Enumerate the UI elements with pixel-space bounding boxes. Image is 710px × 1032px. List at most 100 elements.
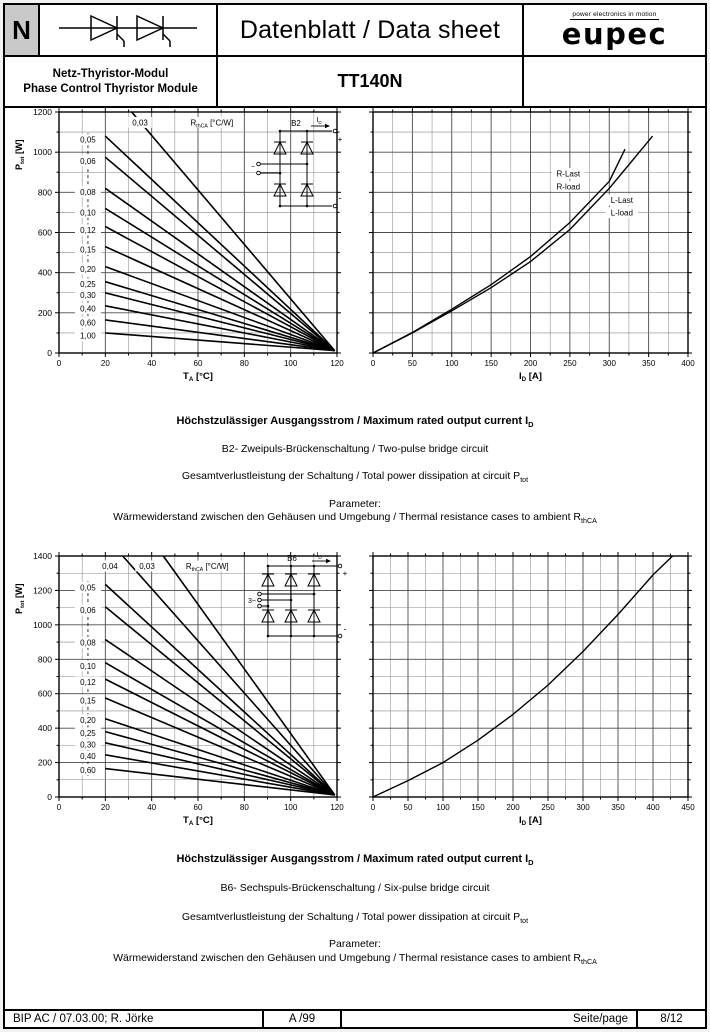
svg-text:L-load: L-load xyxy=(611,209,633,218)
product-type-de: Netz-Thyristor-Modul xyxy=(52,67,169,80)
svg-text:60: 60 xyxy=(194,359,203,368)
svg-text:ID [A]: ID [A] xyxy=(519,815,542,827)
svg-text:300: 300 xyxy=(576,803,590,812)
svg-text:300: 300 xyxy=(603,359,617,368)
svg-text:20: 20 xyxy=(101,359,110,368)
svg-text:-: - xyxy=(339,193,342,203)
section-b6-circuit: B6- Sechspuls-Brückenschaltung / Six-pul… xyxy=(220,882,490,894)
svg-text:RthCA [°C/W]: RthCA [°C/W] xyxy=(191,118,234,129)
svg-text:600: 600 xyxy=(38,228,52,238)
svg-text:0: 0 xyxy=(371,359,376,368)
svg-text:TA [°C]: TA [°C] xyxy=(183,371,213,383)
svg-text:3~: 3~ xyxy=(248,598,256,605)
section-b6-parameter: Parameter: xyxy=(329,938,381,950)
svg-text:Ptot [W]: Ptot [W] xyxy=(14,140,26,170)
svg-text:B2: B2 xyxy=(291,119,301,128)
chart-canvas: 0 50 100 150 200 250 300 350 400 ID [A] R-Last R-lo… xyxy=(369,108,695,383)
svg-text:100: 100 xyxy=(436,803,450,812)
svg-text:0,30: 0,30 xyxy=(80,740,96,749)
svg-text:~: ~ xyxy=(251,164,255,171)
brand-tagline: power electronics in motion xyxy=(570,11,659,21)
svg-text:0,20: 0,20 xyxy=(80,265,96,274)
svg-text:600: 600 xyxy=(38,689,52,699)
svg-text:0,05: 0,05 xyxy=(80,583,96,592)
svg-text:150: 150 xyxy=(484,359,498,368)
svg-text:400: 400 xyxy=(38,268,52,278)
svg-text:0,08: 0,08 xyxy=(80,188,96,197)
svg-text:0,06: 0,06 xyxy=(80,606,96,615)
svg-text:50: 50 xyxy=(404,803,413,812)
svg-text:40: 40 xyxy=(147,803,156,812)
svg-text:-: - xyxy=(344,624,347,634)
svg-text:0,10: 0,10 xyxy=(80,662,96,671)
datasheet-page: N Datenblatt / Data sheet power electron… xyxy=(3,3,707,1029)
brand-logo: power electronics in motion eupec xyxy=(524,5,705,55)
svg-text:100: 100 xyxy=(445,359,459,368)
header-row-2: Netz-Thyristor-Modul Phase Control Thyri… xyxy=(5,57,705,108)
svg-text:100: 100 xyxy=(284,803,298,812)
footer-page-label: Seite/page xyxy=(342,1011,638,1027)
svg-text:200: 200 xyxy=(524,359,538,368)
svg-text:ID [A]: ID [A] xyxy=(519,371,542,383)
svg-text:800: 800 xyxy=(38,654,52,664)
svg-text:200: 200 xyxy=(38,308,52,318)
section-b2-parameter: Parameter: xyxy=(329,498,381,510)
chart-ptot-vs-id-b2: 0 50 100 150 200 250 300 350 400 ID [A] R-Last R-lo… xyxy=(358,106,704,392)
svg-text:100: 100 xyxy=(284,359,298,368)
svg-text:0,03: 0,03 xyxy=(139,562,155,571)
section-b6-dissipation: Gesamtverlustleistung der Schaltung / To… xyxy=(181,911,529,926)
chart-canvas: 0 20 40 60 80 100 1200200400600800100012001400… xyxy=(14,551,348,827)
series-letter-badge: N xyxy=(5,5,40,55)
svg-text:200: 200 xyxy=(38,758,52,768)
part-number: TT140N xyxy=(218,57,524,106)
svg-text:0,60: 0,60 xyxy=(80,318,96,327)
svg-text:1200: 1200 xyxy=(33,585,52,595)
svg-text:200: 200 xyxy=(506,803,520,812)
svg-text:B6: B6 xyxy=(287,554,297,563)
svg-text:450: 450 xyxy=(681,803,695,812)
section-b2-circuit: B2- Zweipuls-Brückenschaltung / Two-puls… xyxy=(221,443,489,455)
svg-text:120: 120 xyxy=(330,803,344,812)
svg-text:250: 250 xyxy=(541,803,555,812)
section-b2-dissipation: Gesamtverlustleistung der Schaltung / To… xyxy=(181,470,529,485)
svg-text:0: 0 xyxy=(57,803,62,812)
section-b6-heading: Höchstzulässiger Ausgangsstrom / Maximum… xyxy=(176,853,534,868)
svg-text:0: 0 xyxy=(371,803,376,812)
svg-text:400: 400 xyxy=(681,359,695,368)
svg-text:0,40: 0,40 xyxy=(80,752,96,761)
svg-text:0,30: 0,30 xyxy=(80,291,96,300)
svg-text:20: 20 xyxy=(101,803,110,812)
svg-text:0,25: 0,25 xyxy=(80,729,96,738)
svg-text:0,03: 0,03 xyxy=(132,118,148,127)
svg-text:0: 0 xyxy=(47,348,52,358)
svg-text:400: 400 xyxy=(38,723,52,733)
svg-text:ID: ID xyxy=(316,552,322,560)
chart-ptot-vs-id-b6: 0 50 100 150 200 250 300 350 400 450 ID [A] xyxy=(358,548,704,840)
svg-text:0,25: 0,25 xyxy=(80,280,96,289)
svg-text:150: 150 xyxy=(471,803,485,812)
document-title: Datenblatt / Data sheet xyxy=(218,5,524,55)
svg-text:L-Last: L-Last xyxy=(611,196,634,205)
svg-text:0,10: 0,10 xyxy=(80,208,96,217)
section-b2-heading: Höchstzulässiger Ausgangsstrom / Maximum… xyxy=(176,415,534,430)
svg-text:ID: ID xyxy=(316,117,322,125)
chart-canvas: 0 50 100 150 200 250 300 350 400 450 ID [A] xyxy=(369,552,695,827)
svg-text:0,20: 0,20 xyxy=(80,716,96,725)
svg-text:1,00: 1,00 xyxy=(80,331,96,340)
svg-text:0,04: 0,04 xyxy=(102,562,118,571)
svg-text:350: 350 xyxy=(611,803,625,812)
svg-text:R-Last: R-Last xyxy=(557,170,581,179)
svg-text:R-load: R-load xyxy=(557,182,581,191)
footer-author: BIP AC / 07.03.00; R. Jörke xyxy=(5,1011,264,1027)
footer-row: BIP AC / 07.03.00; R. Jörke A /99 Seite/… xyxy=(5,1009,705,1027)
svg-text:+: + xyxy=(343,569,348,578)
svg-text:250: 250 xyxy=(563,359,577,368)
product-type: Netz-Thyristor-Modul Phase Control Thyri… xyxy=(5,57,218,106)
footer-revision: A /99 xyxy=(264,1011,342,1027)
section-b6-thermal: Wärmewiderstand zwischen den Gehäusen un… xyxy=(113,952,597,967)
series-letter: N xyxy=(12,14,31,45)
svg-text:0,12: 0,12 xyxy=(80,678,96,687)
header-blank-cell xyxy=(524,57,705,106)
footer-page-number: 8/12 xyxy=(660,1013,683,1025)
svg-text:0: 0 xyxy=(57,359,62,368)
